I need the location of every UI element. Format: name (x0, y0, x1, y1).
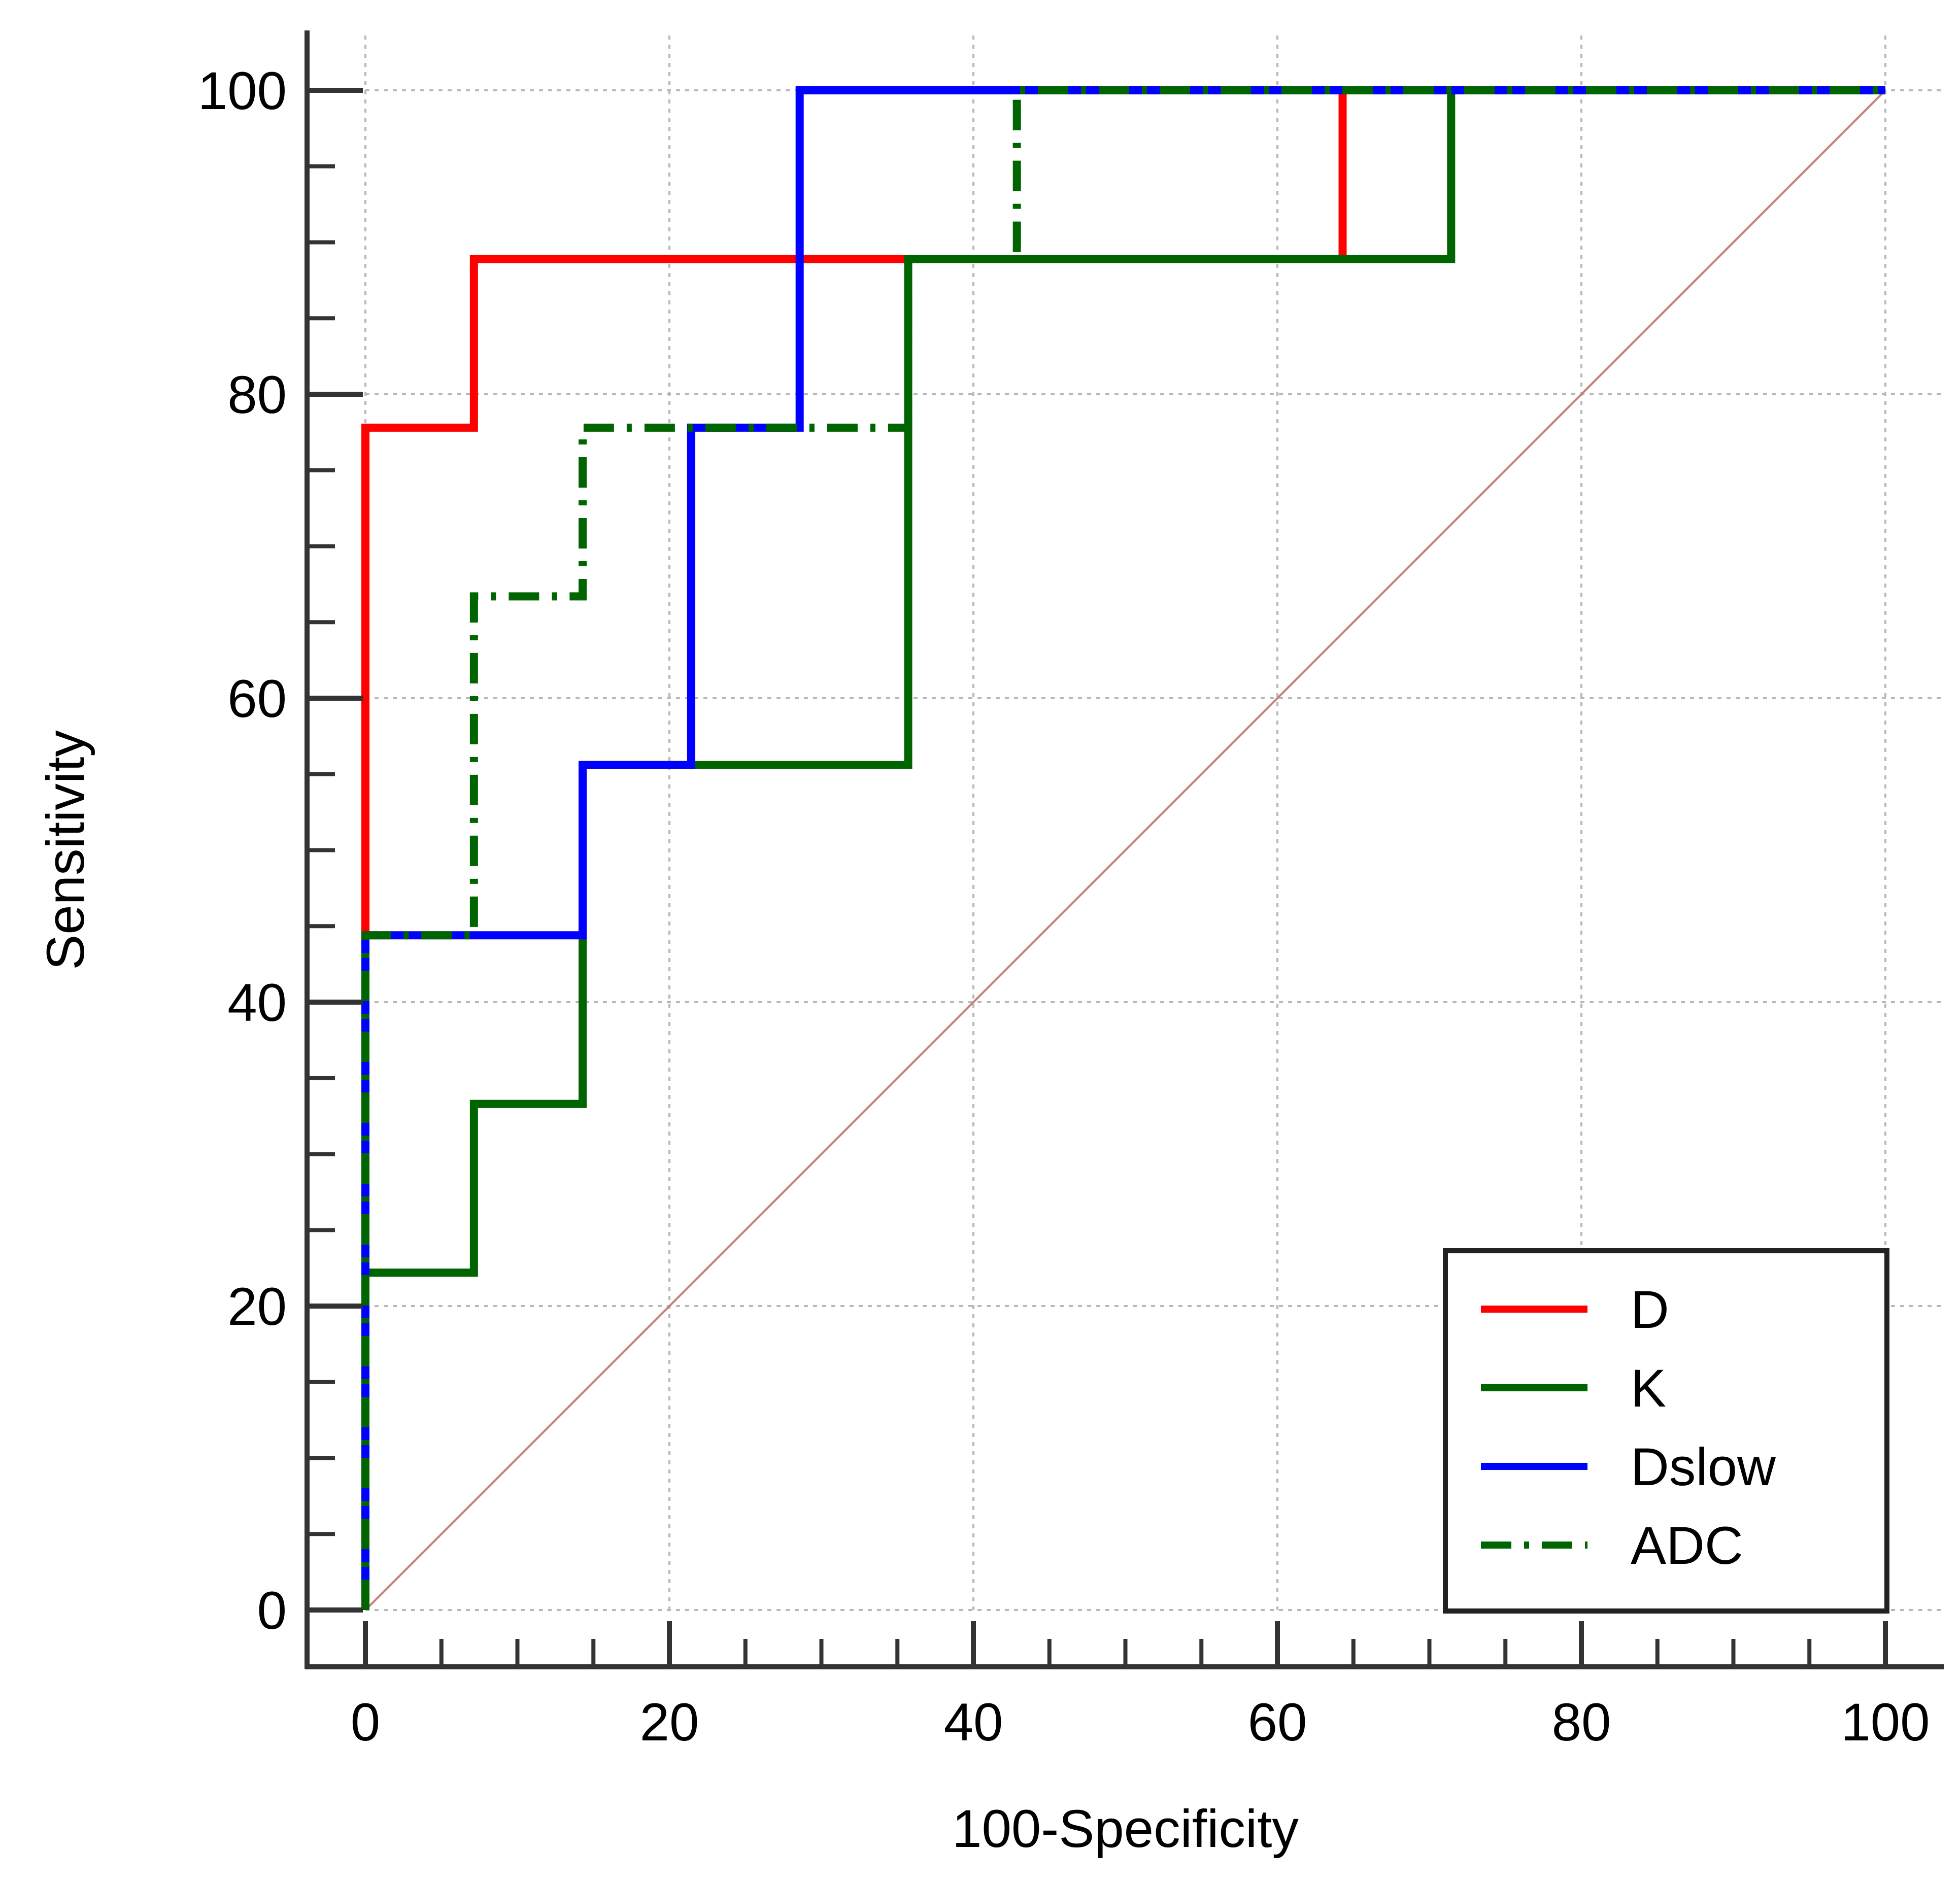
reference-diagonal (364, 89, 1886, 1611)
series-line-adc (361, 86, 1885, 1610)
x-tick-label: 20 (640, 1693, 699, 1752)
legend: DK Dslow ADC (1443, 1248, 1889, 1614)
legend-label-dslow: Dslow (1631, 1437, 1776, 1497)
y-axis-ticks: 0 20 40 60 80 100 (198, 61, 363, 1640)
x-tick-label: 0 (351, 1693, 380, 1752)
x-tick-label: 80 (1552, 1693, 1611, 1752)
legend-label-k: K (1631, 1359, 1666, 1418)
x-tick-label: 100 (1841, 1693, 1930, 1752)
y-tick-label: 0 (257, 1581, 287, 1640)
y-tick-label: 80 (227, 365, 287, 425)
series-lines (361, 86, 1885, 1610)
x-tick-label: 40 (944, 1693, 1003, 1752)
y-tick-label: 20 (227, 1277, 287, 1337)
x-axis-ticks: 0 20 40 60 80 100 (351, 1621, 1930, 1752)
x-tick-label: 60 (1248, 1693, 1307, 1752)
x-axis-title: 100-Specificity (952, 1799, 1299, 1859)
legend-label-adc: ADC (1631, 1516, 1743, 1575)
legend-label-d: D (1631, 1280, 1669, 1340)
y-tick-label: 100 (198, 61, 287, 121)
y-tick-label: 40 (227, 973, 287, 1033)
diagonal-line (364, 89, 1886, 1611)
y-axis-title: Sensitivity (36, 730, 95, 970)
y-tick-label: 60 (227, 669, 287, 729)
